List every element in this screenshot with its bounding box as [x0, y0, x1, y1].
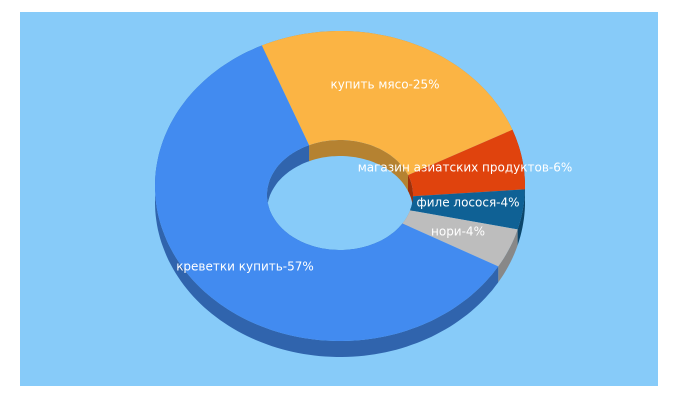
data-label: филе лосося-4% [416, 196, 519, 210]
slice-inner-side [309, 140, 408, 192]
slice [410, 189, 525, 230]
slice [261, 31, 513, 176]
data-label: нори-4% [431, 225, 485, 239]
slice [155, 45, 499, 341]
slice-side [498, 229, 518, 283]
slice [408, 129, 525, 197]
slice-side [517, 189, 525, 246]
data-label: креветки купить-57% [176, 260, 314, 274]
slice-inner-side [408, 175, 413, 213]
data-label: купить мясо-25% [330, 78, 439, 92]
slice [402, 210, 518, 267]
data-label: магазин азиатских продуктов-6% [358, 161, 573, 175]
